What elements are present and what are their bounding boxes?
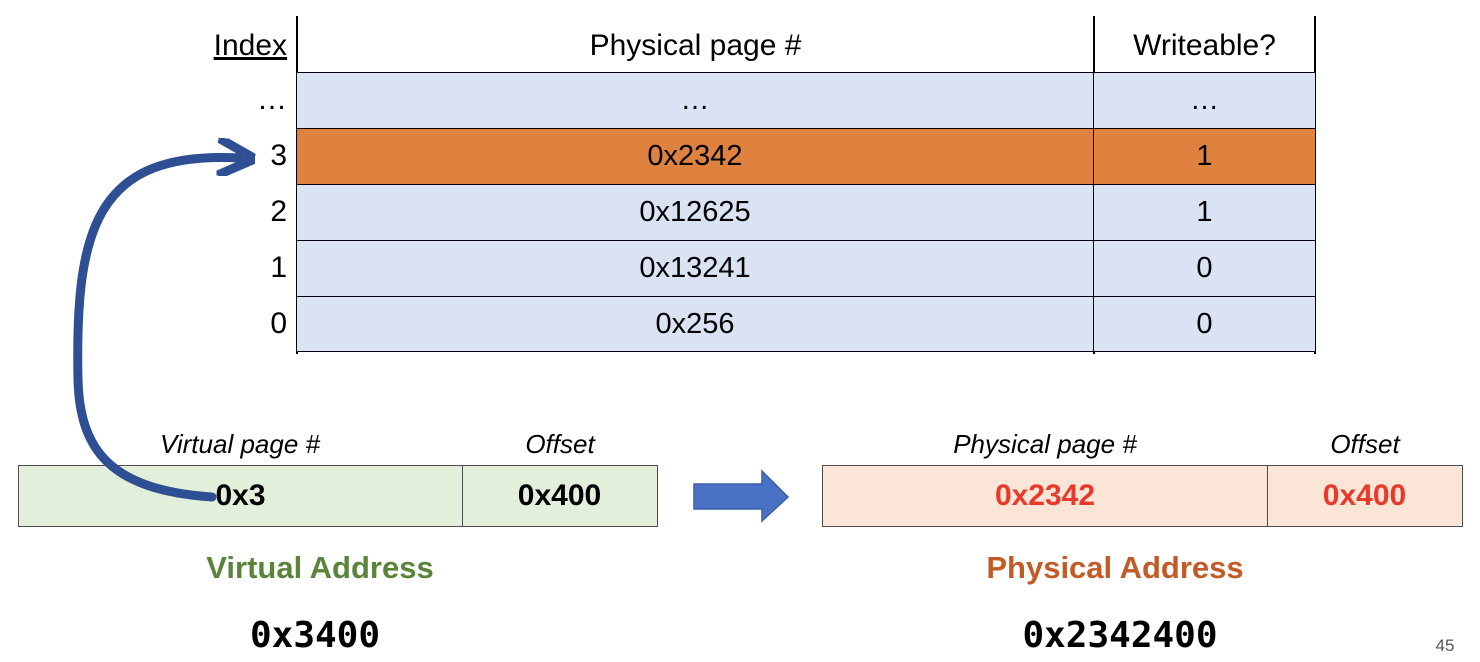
virtual-address-title: Virtual Address <box>206 550 434 585</box>
ppn-cell: 0x256 <box>297 297 1094 351</box>
ppn-cell: 0x12625 <box>297 185 1094 240</box>
ppn-cell: 0x13241 <box>297 241 1094 296</box>
table-right-border <box>1314 16 1316 354</box>
writeable-cell: 1 <box>1196 140 1213 172</box>
physical-offset-value: 0x400 <box>1322 479 1407 512</box>
virtual-address-full: 0x3400 <box>249 615 381 656</box>
table-row: … … <box>297 72 1315 128</box>
index-cell: 3 <box>270 139 287 172</box>
index-cell: … <box>257 83 287 116</box>
right-arrow-icon <box>693 469 790 523</box>
index-cell: 1 <box>270 251 287 284</box>
writeable-cell: 0 <box>1196 252 1213 284</box>
physical-offset-label: Offset <box>1330 429 1400 459</box>
index-cell: 2 <box>270 195 287 228</box>
table-row: 0x256 0 <box>297 296 1315 352</box>
writeable-cell: 0 <box>1196 308 1213 340</box>
physical-address-box: 0x2342 0x400 <box>822 465 1463 527</box>
virtual-page-label: Virtual page # <box>160 429 320 459</box>
writeable-cell: … <box>1190 84 1219 116</box>
virtual-offset-label: Offset <box>525 429 595 459</box>
virtual-offset-value: 0x400 <box>517 479 602 512</box>
virtual-page-value: 0x3 <box>19 466 463 526</box>
physical-address-title: Physical Address <box>986 550 1244 585</box>
curved-arrow-icon <box>73 157 240 502</box>
table-row: 0x12625 1 <box>297 184 1315 240</box>
ppn-cell: 0x2342 <box>297 129 1094 184</box>
physical-page-label: Physical page # <box>953 429 1137 459</box>
header-physical-page: Physical page # <box>589 29 802 62</box>
physical-address-full: 0x2342400 <box>1022 615 1218 656</box>
physical-page-value: 0x2342 <box>823 466 1268 526</box>
header-index: Index <box>213 29 287 62</box>
ppn-cell: … <box>297 73 1094 128</box>
header-writeable: Writeable? <box>1133 29 1276 62</box>
slide-number: 45 <box>1435 636 1455 655</box>
table-row: 0x13241 0 <box>297 240 1315 296</box>
index-cell: 0 <box>270 307 287 340</box>
table-row-highlighted: 0x2342 1 <box>297 128 1315 184</box>
writeable-cell: 1 <box>1196 196 1213 228</box>
